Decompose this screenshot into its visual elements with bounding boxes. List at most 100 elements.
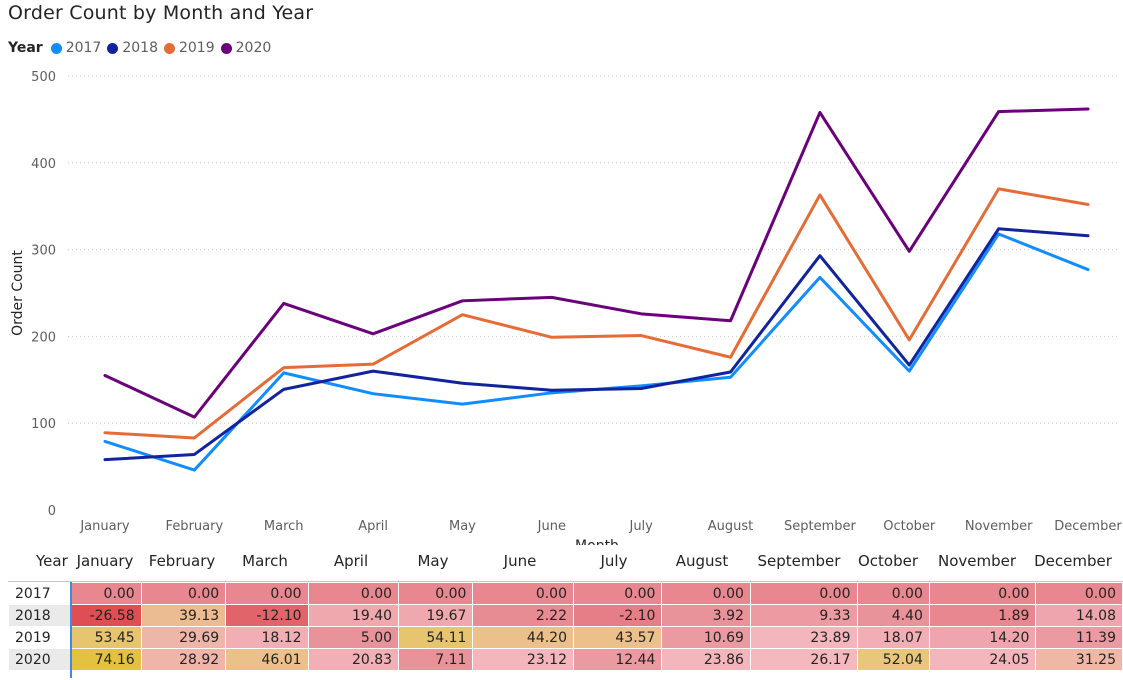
table-year-cell: 2018 bbox=[7, 604, 72, 627]
table-header-month: August bbox=[675, 552, 729, 570]
legend-label: 2017 bbox=[65, 40, 102, 56]
legend-marker-icon bbox=[50, 42, 62, 54]
data-table: 2017 0.00 0.00 0.00 0.00 0.00 0.00 0.00 0.00 0.00… bbox=[7, 582, 1123, 671]
legend-item-2017[interactable]: 2017 bbox=[50, 40, 102, 56]
table-row: 2017 0.00 0.00 0.00 0.00 0.00 0.00 0.00 0.00 0.00… bbox=[7, 582, 1123, 605]
y-tick-label: 200 bbox=[31, 330, 56, 345]
table-value-cell: 0.00 bbox=[749, 582, 858, 605]
table-value-cell: 43.57 bbox=[572, 626, 663, 649]
table-value-cell: -26.58 bbox=[70, 604, 142, 627]
table-value-cell: 74.16 bbox=[70, 648, 142, 671]
table-value-cell: 14.08 bbox=[1035, 604, 1123, 627]
table-value-cell: 0.00 bbox=[398, 582, 474, 605]
table-value-cell: 28.92 bbox=[140, 648, 227, 671]
x-tick-label: November bbox=[965, 519, 1033, 534]
line-chart: 0 100 200 300 400 500 Order Count January Februa… bbox=[10, 70, 1122, 545]
table-value-cell: 23.86 bbox=[661, 648, 751, 671]
x-tick-label: June bbox=[537, 519, 566, 534]
table-value-cell: 23.12 bbox=[472, 648, 574, 671]
table-value-cell: 18.12 bbox=[225, 626, 309, 649]
table-year-cell: 2020 bbox=[7, 648, 72, 671]
x-tick-label: May bbox=[449, 519, 476, 534]
table-value-cell: 11.39 bbox=[1035, 626, 1123, 649]
table-column-separator bbox=[70, 582, 72, 678]
table-value-cell: 0.00 bbox=[572, 582, 663, 605]
legend-marker-icon bbox=[163, 42, 175, 54]
legend-item-2018[interactable]: 2018 bbox=[107, 40, 158, 56]
table-value-cell: 1.89 bbox=[928, 604, 1037, 627]
table-value-cell: -2.10 bbox=[572, 604, 663, 627]
table-value-cell: 12.44 bbox=[572, 648, 663, 671]
table-value-cell: 10.69 bbox=[661, 626, 751, 649]
y-tick-label: 500 bbox=[31, 70, 56, 85]
table-header-month: July bbox=[600, 552, 628, 570]
series-line-2019 bbox=[103, 187, 1090, 440]
table-value-cell: 52.04 bbox=[856, 648, 930, 671]
x-tick-label: February bbox=[166, 519, 224, 534]
table-header: Year January February March April May June Jul… bbox=[0, 548, 1123, 576]
table-value-cell: 46.01 bbox=[225, 648, 309, 671]
table-header-month: June bbox=[503, 552, 537, 570]
table-header-month: December bbox=[1034, 552, 1112, 570]
legend-label: 2019 bbox=[178, 40, 215, 56]
legend-marker-icon bbox=[107, 42, 119, 54]
table-header-year: Year bbox=[36, 552, 68, 570]
table-value-cell: 9.33 bbox=[749, 604, 858, 627]
table-value-cell: 5.00 bbox=[307, 626, 400, 649]
table-header-month: February bbox=[148, 552, 216, 570]
table-value-cell: 0.00 bbox=[661, 582, 751, 605]
x-tick-label: July bbox=[628, 519, 653, 534]
table-value-cell: 24.05 bbox=[928, 648, 1037, 671]
table-value-cell: 0.00 bbox=[928, 582, 1037, 605]
table-year-cell: 2019 bbox=[7, 626, 72, 649]
table-row: 2019 53.45 29.69 18.12 5.00 54.11 44.20 43.57 10… bbox=[7, 626, 1123, 649]
table-value-cell: 0.00 bbox=[1035, 582, 1123, 605]
table-value-cell: 20.83 bbox=[307, 648, 400, 671]
legend-item-2019[interactable]: 2019 bbox=[163, 40, 215, 56]
x-tick-label: September bbox=[784, 519, 857, 534]
y-tick-label: 400 bbox=[31, 157, 56, 172]
legend: Year 2017 2018 2019 2020 bbox=[8, 38, 277, 58]
table-value-cell: 0.00 bbox=[856, 582, 930, 605]
table-value-cell: 0.00 bbox=[225, 582, 309, 605]
table-row: 2020 74.16 28.92 46.01 20.83 7.11 23.12 12.44 23… bbox=[7, 648, 1123, 671]
table-value-cell: 18.07 bbox=[856, 626, 930, 649]
chart-title: Order Count by Month and Year bbox=[8, 2, 314, 24]
table-value-cell: 39.13 bbox=[140, 604, 227, 627]
table-value-cell: 3.92 bbox=[661, 604, 751, 627]
table-value-cell: 7.11 bbox=[398, 648, 474, 671]
table-header-month: April bbox=[333, 552, 369, 570]
table-row: 2018 -26.58 39.13 -12.10 19.40 19.67 2.22 -2.10… bbox=[7, 604, 1123, 627]
table-value-cell: 19.67 bbox=[398, 604, 474, 627]
table-header-month: January bbox=[76, 552, 134, 570]
table-value-cell: 54.11 bbox=[398, 626, 474, 649]
x-tick-label: October bbox=[883, 519, 936, 534]
series-line-2017 bbox=[103, 232, 1090, 472]
y-tick-label: 0 bbox=[48, 504, 56, 519]
table-value-cell: 2.22 bbox=[472, 604, 574, 627]
table-header-month: September bbox=[757, 552, 841, 570]
y-axis-label: Order Count bbox=[10, 250, 26, 336]
table-value-cell: 4.40 bbox=[856, 604, 930, 627]
table-value-cell: 29.69 bbox=[140, 626, 227, 649]
x-tick-label: March bbox=[264, 519, 304, 534]
table-value-cell: 0.00 bbox=[307, 582, 400, 605]
table-value-cell: 19.40 bbox=[307, 604, 400, 627]
x-tick-label: August bbox=[708, 519, 754, 534]
x-tick-label: April bbox=[358, 519, 388, 534]
legend-title: Year bbox=[8, 40, 43, 56]
table-value-cell: 26.17 bbox=[749, 648, 858, 671]
table-header-month: May bbox=[417, 552, 449, 570]
table-year-cell: 2017 bbox=[7, 582, 72, 605]
table-value-cell: 31.25 bbox=[1035, 648, 1123, 671]
series-line-2018 bbox=[103, 227, 1090, 462]
x-tick-label: December bbox=[1054, 519, 1122, 534]
y-tick-label: 100 bbox=[31, 417, 56, 432]
series-line-2020 bbox=[103, 107, 1090, 419]
table-value-cell: 0.00 bbox=[140, 582, 227, 605]
legend-marker-icon bbox=[220, 42, 232, 54]
y-tick-label: 300 bbox=[31, 244, 56, 259]
table-value-cell: 23.89 bbox=[749, 626, 858, 649]
x-tick-label: January bbox=[79, 519, 130, 534]
legend-item-2020[interactable]: 2020 bbox=[220, 40, 271, 56]
